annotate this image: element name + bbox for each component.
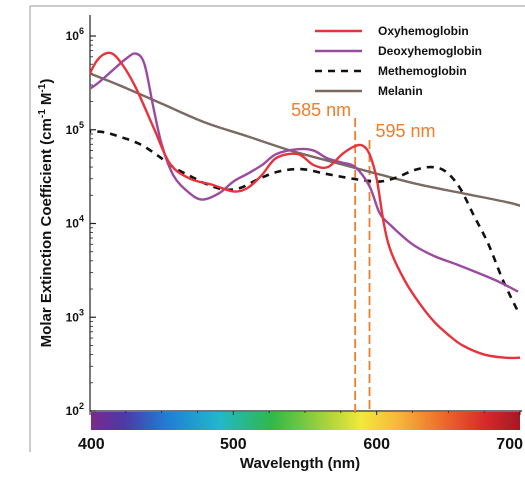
series-line-deoxyhemoglobin — [90, 52, 519, 293]
series-layer — [90, 51, 520, 360]
legend: Oxyhemoglobin Deoxyhemoglobin Methemoglobi… — [315, 24, 482, 98]
x-axis-title: Wavelength (nm) — [240, 455, 360, 472]
annotation-label: 595 nm — [376, 121, 436, 141]
series-line-methemoglobin — [90, 130, 519, 311]
y-axis-title-exp: -1 — [37, 83, 48, 92]
y-tick-label: 102 — [66, 401, 84, 418]
x-tick-label: 700 — [496, 436, 523, 453]
y-axis-title-part: ) — [38, 79, 55, 84]
legend-label: Melanin — [378, 84, 423, 98]
spectrum-colorbar — [91, 412, 520, 430]
y-axis-title-part: Molar Extinction Coefficient (cm — [38, 118, 55, 347]
series-line-melanin — [90, 72, 520, 207]
y-axis-title: Molar Extinction Coefficient (cm-1 M-1) — [37, 79, 55, 348]
annotation-label: 585 nm — [291, 100, 351, 120]
y-tick-label: 105 — [66, 120, 84, 137]
legend-label: Methemoglobin — [378, 64, 467, 78]
y-tick-label: 104 — [66, 214, 84, 231]
series-line-oxyhemoglobin — [90, 51, 520, 360]
x-axis-ticks: 400 500 600 700 — [78, 411, 523, 453]
y-tick-label: 103 — [66, 307, 84, 324]
x-tick-label: 400 — [78, 436, 105, 453]
y-axis-ticks: 102 103 104 105 106 — [66, 26, 96, 418]
x-tick-label: 600 — [363, 436, 390, 453]
wavelength-annotations: 585 nm 595 nm — [291, 100, 436, 413]
y-tick-label: 106 — [66, 26, 84, 43]
y-axis-title-part: M — [38, 93, 55, 110]
y-axis-title-exp: -1 — [37, 109, 48, 118]
x-tick-label: 500 — [220, 436, 247, 453]
legend-label: Deoxyhemoglobin — [378, 44, 482, 58]
legend-label: Oxyhemoglobin — [378, 24, 469, 38]
